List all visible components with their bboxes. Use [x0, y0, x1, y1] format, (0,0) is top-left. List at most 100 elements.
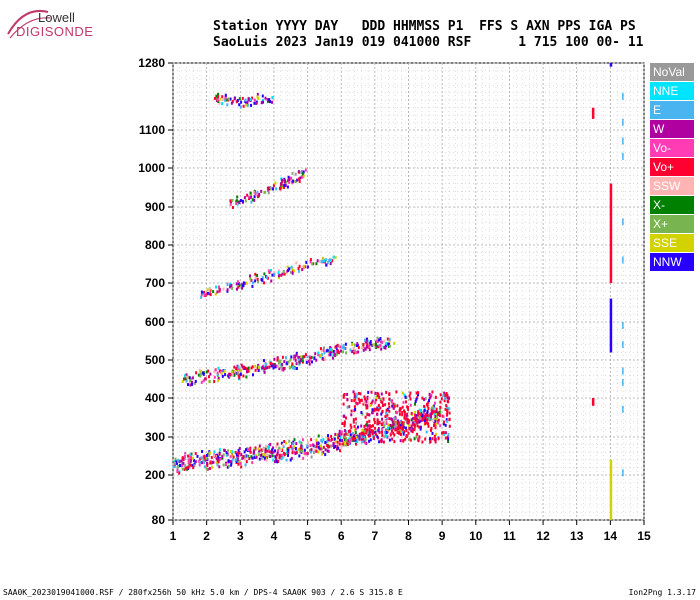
echo-point [365, 423, 368, 427]
echo-point [323, 346, 325, 350]
echo-point [429, 437, 431, 441]
echo-point [291, 441, 294, 445]
y-tick-label: 1280 [138, 56, 165, 70]
echo-point [319, 354, 322, 358]
echo-point [370, 401, 373, 405]
echo-point [229, 455, 232, 459]
echo-point [217, 366, 220, 370]
echo-point [291, 448, 294, 452]
echo-point [350, 436, 353, 440]
echo-point [254, 446, 257, 450]
echo-point [208, 292, 211, 296]
echo-point [417, 410, 420, 414]
echo-point [275, 457, 278, 460]
echo-point [375, 339, 378, 343]
echo-point [377, 427, 380, 431]
echo-point [340, 430, 343, 434]
echo-point [358, 434, 361, 438]
echo-point [222, 287, 225, 291]
echo-point [288, 177, 291, 181]
echo-point [230, 101, 233, 105]
echo-point [294, 172, 297, 176]
echo-point [235, 199, 238, 203]
echo-point [609, 63, 613, 67]
echo-point [396, 411, 399, 415]
echo-point [414, 417, 417, 421]
echo-point [258, 365, 260, 369]
echo-point [351, 432, 354, 435]
echo-point [318, 259, 321, 263]
echo-point [257, 280, 260, 284]
echo-point [245, 367, 248, 371]
echo-point [254, 364, 257, 368]
echo-point [184, 377, 187, 381]
y-tick-label: 80 [152, 513, 166, 527]
echo-point [294, 447, 297, 450]
echo-point [342, 344, 345, 348]
echo-point [364, 441, 367, 445]
echo-point [385, 431, 388, 434]
echo-point [183, 454, 186, 458]
echo-point [406, 417, 409, 421]
echo-point [433, 417, 436, 421]
echo-point [263, 359, 265, 363]
echo-point [287, 448, 290, 452]
echo-point [425, 421, 428, 425]
echo-point [299, 176, 302, 180]
echo-point [188, 465, 191, 469]
echo-point [320, 349, 323, 352]
echo-point [201, 450, 204, 453]
echo-point [277, 271, 280, 275]
echo-point [328, 445, 331, 449]
echo-point [306, 441, 309, 445]
echo-point [368, 345, 371, 349]
echo-point [203, 455, 206, 459]
echo-point [353, 424, 356, 428]
echo-point [447, 437, 450, 441]
echo-point [434, 426, 437, 430]
echo-point [346, 392, 349, 396]
echo-point [251, 284, 254, 288]
echo-point [332, 442, 335, 445]
echo-point [289, 178, 292, 182]
echo-point [368, 439, 371, 443]
echo-point [396, 420, 399, 424]
echo-point [273, 271, 276, 275]
echo-point [380, 400, 383, 404]
echo-point [366, 406, 369, 410]
echo-point [288, 439, 291, 443]
echo-point [343, 414, 346, 418]
echo-point [392, 431, 395, 435]
echo-point [445, 404, 448, 408]
echo-point [224, 93, 227, 97]
echo-point [216, 290, 219, 294]
echo-point [335, 353, 338, 356]
echo-point [260, 101, 263, 105]
echo-point [388, 438, 391, 442]
echo-point [257, 194, 260, 198]
echo-point [174, 460, 177, 464]
echo-point [283, 272, 286, 276]
echo-point [240, 363, 243, 367]
echo-point [382, 397, 385, 401]
echo-point [284, 183, 287, 187]
echo-point [182, 461, 185, 465]
echo-point [249, 446, 252, 450]
echo-point [217, 95, 220, 99]
echo-point [267, 269, 270, 273]
echo-point [360, 411, 363, 414]
echo-point [363, 395, 366, 399]
echo-point [267, 445, 270, 449]
echo-point [399, 423, 402, 427]
echo-point [236, 372, 239, 376]
echo-point [361, 412, 364, 416]
echo-point [408, 427, 411, 431]
echo-point [398, 430, 401, 434]
echo-point [316, 259, 319, 263]
echo-point [243, 365, 246, 369]
echo-point [269, 362, 272, 365]
echo-point [444, 407, 447, 411]
echo-point [321, 353, 324, 357]
echo-point [421, 440, 424, 444]
echo-point [444, 397, 447, 400]
